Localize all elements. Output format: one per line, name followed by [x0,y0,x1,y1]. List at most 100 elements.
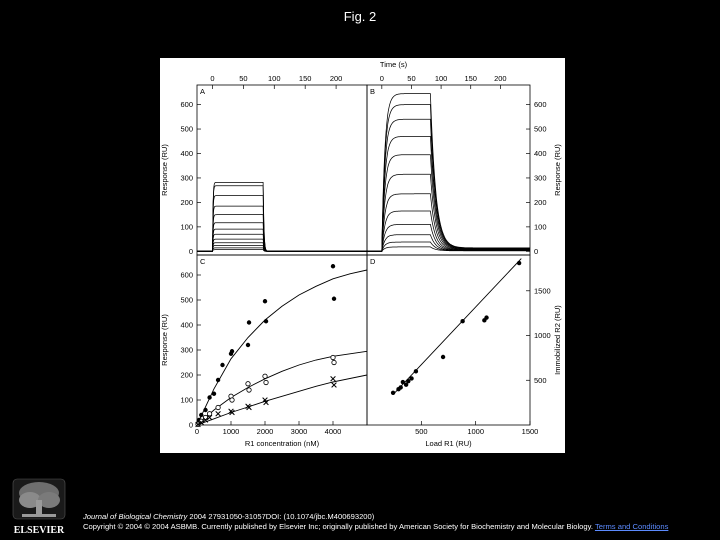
panel-d-y-tick-label: 1500 [534,286,551,295]
panel-a-y-tick-label: 0 [189,247,193,256]
panel-c-point-cross [206,414,213,421]
panel-a-x-tick-label: 150 [299,74,312,83]
panel-b-y-tick-label: 500 [534,125,547,134]
panel-b-y-tick-label: 300 [534,174,547,183]
panel-c-y-tick-label: 0 [189,421,193,430]
panel-a-y-tick-label: 500 [180,125,193,134]
panel-a-x-tick-label: 100 [268,74,281,83]
panel-a-y-tick-label: 300 [180,174,193,183]
panel-d-frame [366,254,531,426]
panel-b-y-tick-label: 600 [534,100,547,109]
panel-d-fit-line-1 [392,258,522,395]
panel-b-x-tick-label: 100 [435,74,448,83]
panel-c-point-cross [215,410,221,417]
panel-c-y-tick-label: 500 [180,296,193,305]
panel-d-y-tick-label: 1000 [534,331,551,340]
panel-c-point-cross [195,421,201,428]
panel-c-point-cross [263,399,269,406]
panel-c-point-filled [203,407,208,413]
panel-d-point-filled [409,376,414,381]
panel-c-y-tick-label: 300 [180,346,193,355]
panel-d-x-axis-label: Load R1 (RU) [425,439,472,448]
panel-d-x-tick-label: 500 [415,427,428,436]
panel-a-sensorgram-4 [197,205,367,252]
panel-c-frame [196,254,368,426]
panel-c-point-cross [330,375,336,382]
panel-a-x-tick-label: 50 [239,74,247,83]
panel-d-point-filled [460,319,465,324]
panel-c-point-open [245,381,251,387]
panel-b-sensorgram-5 [367,154,530,252]
panel-a-x-tick-label: 200 [330,74,343,83]
panel-d-x-tick-label: 1000 [467,427,484,436]
panel-a-y-tick-label: 600 [180,100,193,109]
panel-d-point-filled [440,354,446,360]
panel-c-point-filled [220,362,225,368]
panel-b-sensorgram-2 [367,104,530,252]
panel-c-point-filled [245,342,251,348]
panel-c-fit-line-2 [196,350,368,426]
citation: 2004 27931050-31057DOI: (10.1074/jbc.M40… [187,512,375,521]
panel-b-x-tick-label: 0 [380,74,384,83]
panel-c-point-open [215,404,221,411]
panel-a-y-tick-label: 200 [180,198,193,207]
publisher-name: ELSEVIER [14,525,65,536]
panel-c-y-tick-label: 100 [180,396,193,405]
panel-c-point-cross [331,382,337,388]
panel-ab-x-axis-label: Time (s) [380,60,408,69]
panel-d-point-filled [484,315,489,320]
panel-c-point-open [330,354,336,361]
panel-c-point-filled [330,264,336,269]
panel-c-fit-line-3 [196,374,368,426]
panel-a-sensorgram-6 [197,222,367,252]
panel-c-y-tick-label: 200 [180,371,193,380]
panel-b-y-tick-label: 0 [534,247,538,256]
panel-a-sensorgram-13 [197,249,367,252]
panel-d-point-filled [516,260,522,266]
panel-b-y-axis-label: Response (RU) [553,144,562,196]
panel-b-sensorgram-1 [367,93,530,252]
panel-d: D 500 1000 1500 Immobilized R2 (RU) 500 1000 15… [366,254,562,448]
panel-c-point-filled [246,320,252,325]
panel-a-sensorgram-1 [197,182,367,252]
panel-d-point-filled [390,390,396,395]
panel-a-x-tick-label: 0 [210,74,214,83]
panel-c-x-tick-label: 1000 [223,427,240,436]
panel-b-sensorgram-3 [367,118,530,252]
panel-c-point-filled [229,349,235,354]
panel-d-point-filled [400,379,406,385]
tree-icon [12,478,66,520]
panel-d-x-tick-label: 1500 [522,427,539,436]
panel-c-point-cross [229,409,235,416]
panel-a-y-axis-label: Response (RU) [160,144,169,196]
panel-c-point-filled [215,377,221,383]
panel-c-y-tick-label: 600 [180,271,193,280]
panel-c-x-tick-label: 2000 [257,427,274,436]
panel-c-point-filled [211,391,217,396]
panel-d-y-tick-label: 500 [534,376,547,385]
page-title: Fig. 2 [343,9,377,24]
panel-c-point-filled [207,395,212,400]
panel-a-y-tick-label: 400 [180,149,193,158]
panel-d-y-axis-label: Immobilized R2 (RU) [553,305,562,375]
panel-a-letter: A [200,87,205,96]
panel-a-sensorgram-10 [197,242,367,252]
panel-a-frame [196,84,368,256]
terms-link[interactable]: Terms and Conditions [594,521,669,531]
elsevier-logo: ELSEVIER [12,478,66,536]
panel-c-x-tick-label: 3000 [291,427,308,436]
panel-c-y-tick-label: 400 [180,321,193,330]
panel-c-point-open [331,359,337,366]
panel-c-point-open [262,373,268,379]
panel-c-fit-line-1 [196,269,368,426]
panel-d-point-filled [413,369,419,374]
panel-b-y-tick-label: 400 [534,149,547,158]
journal-name: Journal of Biological Chemistry [83,512,188,521]
panel-d-point-filled [403,382,409,387]
panel-b-sensorgram-6 [367,173,530,252]
panel-c-y-axis-label: Response (RU) [160,314,169,366]
panel-c: C 0 100 200 300 400 500 600 Response (RU) 0 1000 20… [160,254,368,448]
